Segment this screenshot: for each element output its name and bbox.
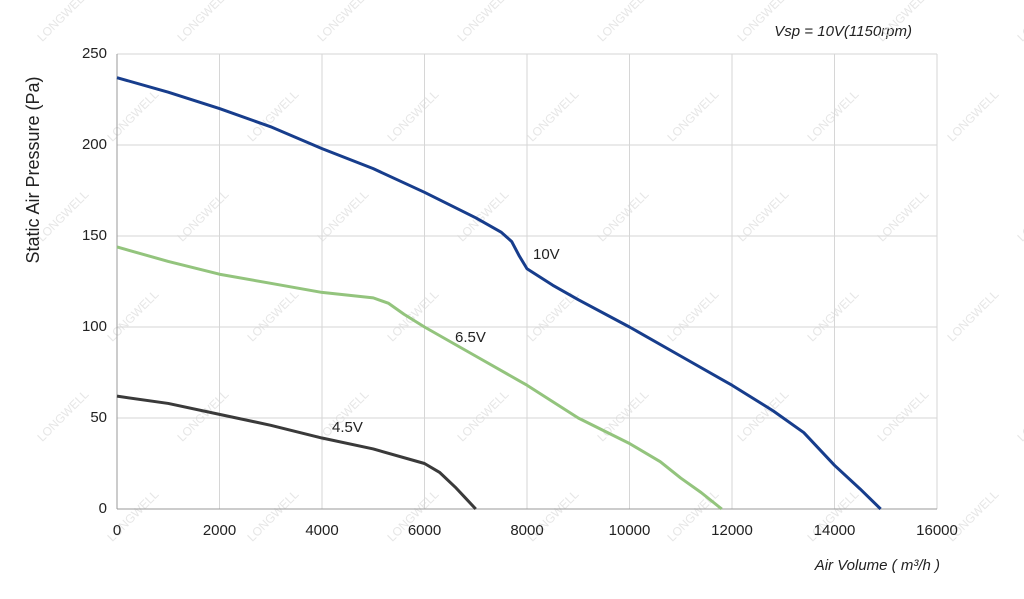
watermark: LONGWELL xyxy=(104,287,161,344)
watermark: LONGWELL xyxy=(244,487,301,544)
watermark: LONGWELL xyxy=(314,0,371,44)
watermark: LONGWELL xyxy=(664,287,721,344)
watermark: LONGWELL xyxy=(804,287,861,344)
watermark: LONGWELL xyxy=(1014,187,1024,244)
watermark: LONGWELL xyxy=(1014,0,1024,44)
watermark: LONGWELL xyxy=(244,287,301,344)
x-tick-label: 8000 xyxy=(510,522,543,539)
watermark: LONGWELL xyxy=(664,87,721,144)
x-tick-label: 4000 xyxy=(305,522,338,539)
watermark: LONGWELL xyxy=(1014,387,1024,444)
watermark: LONGWELL xyxy=(874,387,931,444)
y-axis-label: Static Air Pressure (Pa) xyxy=(23,76,43,263)
series-line xyxy=(116,76,882,511)
watermark: LONGWELL xyxy=(104,87,161,144)
y-tick-label: 50 xyxy=(90,409,107,426)
watermark: LONGWELL xyxy=(34,0,91,44)
x-tick-label: 6000 xyxy=(408,522,441,539)
watermark: LONGWELL xyxy=(804,87,861,144)
watermark: LONGWELL xyxy=(734,387,791,444)
series-label: 6.5V xyxy=(455,329,486,346)
x-axis-label: Air Volume ( m³/h ) xyxy=(814,557,940,574)
watermark: LONGWELL xyxy=(594,0,651,44)
watermark: LONGWELL xyxy=(34,387,91,444)
y-tick-label: 0 xyxy=(99,500,107,517)
watermark: LONGWELL xyxy=(384,87,441,144)
x-tick-label: 10000 xyxy=(609,522,651,539)
series-label: 10V xyxy=(533,246,560,263)
watermark: LONGWELL xyxy=(454,0,511,44)
y-tick-label: 250 xyxy=(82,45,107,62)
watermarks: LONGWELL LONGWELL LONGWELL LONGWELL LONGWELL… xyxy=(34,0,1024,544)
series-line xyxy=(116,245,723,511)
series-line xyxy=(116,394,477,511)
x-tick-label: 16000 xyxy=(916,522,958,539)
y-tick-label: 200 xyxy=(82,136,107,153)
watermark: LONGWELL xyxy=(944,287,1001,344)
x-tick-label: 14000 xyxy=(814,522,856,539)
annotation: Vsp = 10V(1150rpm) xyxy=(774,23,912,40)
y-tick-label: 150 xyxy=(82,227,107,244)
watermark: LONGWELL xyxy=(384,287,441,344)
series-label: 4.5V xyxy=(332,419,363,436)
x-tick-label: 2000 xyxy=(203,522,236,539)
watermark: LONGWELL xyxy=(524,87,581,144)
watermark: LONGWELL xyxy=(944,87,1001,144)
watermark: LONGWELL xyxy=(454,387,511,444)
x-tick-label: 12000 xyxy=(711,522,753,539)
y-tick-label: 100 xyxy=(82,318,107,335)
x-tick-label: 0 xyxy=(113,522,121,539)
watermark: LONGWELL xyxy=(174,0,231,44)
watermark: LONGWELL xyxy=(594,387,651,444)
